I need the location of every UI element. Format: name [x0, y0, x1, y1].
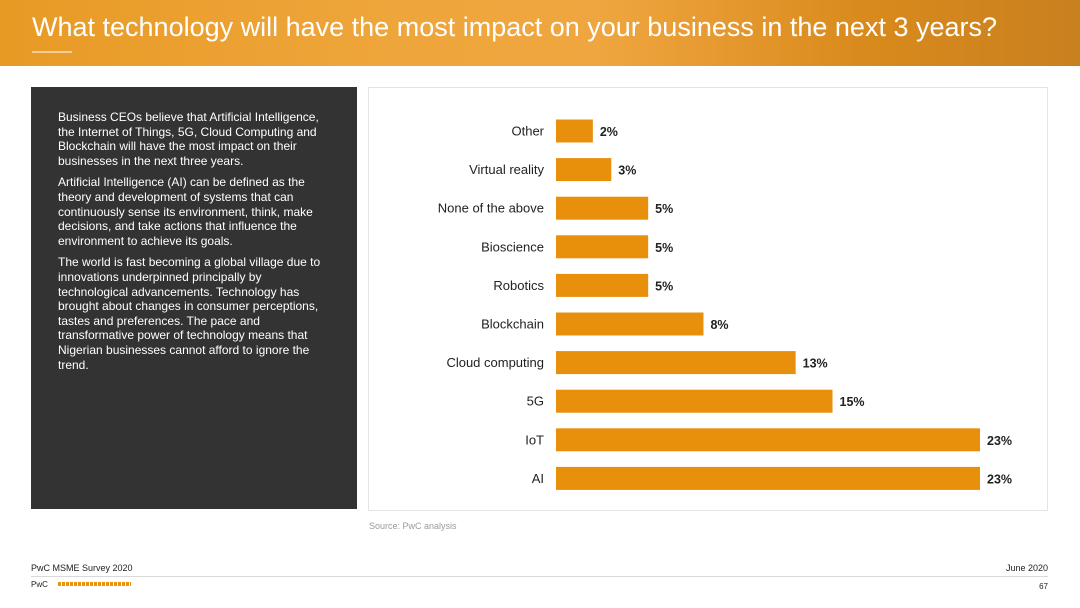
category-label: Robotics — [493, 278, 544, 293]
category-label: IoT — [525, 432, 544, 447]
bar — [556, 196, 649, 220]
bar — [556, 312, 704, 336]
data-label: 3% — [618, 164, 636, 178]
header-banner: What technology will have the most impac… — [0, 0, 1080, 66]
data-label: 13% — [803, 357, 828, 371]
bar-chart: Other 2% Virtual reality 3% None of the abov… — [438, 119, 1012, 490]
source-note: Source: PwC analysis — [369, 521, 457, 531]
bar — [556, 158, 612, 182]
summary-paragraph-3: The world is fast becoming a global vill… — [58, 255, 321, 372]
bar — [556, 466, 980, 490]
bar — [556, 119, 593, 143]
summary-panel: Business CEOs believe that Artificial In… — [31, 87, 357, 509]
bar — [556, 428, 980, 452]
bar — [556, 235, 649, 259]
category-label: AI — [532, 471, 544, 486]
chart-panel: Other 2% Virtual reality 3% None of the abov… — [368, 87, 1048, 511]
footer-divider — [31, 576, 1048, 577]
footer-date: June 2020 — [1005, 563, 1048, 573]
category-label: 5G — [527, 394, 544, 409]
data-label: 15% — [840, 395, 865, 409]
category-label: Blockchain — [481, 317, 544, 332]
data-label: 23% — [987, 434, 1012, 448]
summary-paragraph-1: Business CEOs believe that Artificial In… — [58, 110, 319, 168]
banner-decoration — [32, 51, 72, 53]
bar — [556, 273, 649, 297]
data-label: 2% — [600, 125, 618, 139]
data-label: 8% — [710, 318, 728, 332]
category-label: Other — [511, 124, 544, 139]
data-label: 23% — [987, 472, 1012, 486]
summary-paragraph-2: Artificial Intelligence (AI) can be defi… — [58, 175, 313, 248]
footer-brand: PwC — [31, 580, 48, 589]
category-label: Bioscience — [481, 239, 544, 254]
bar — [556, 389, 833, 413]
data-label: 5% — [655, 202, 673, 216]
bar — [556, 351, 796, 375]
brand-mark-icon — [58, 582, 131, 586]
page-title: What technology will have the most impac… — [32, 12, 997, 42]
category-label: None of the above — [438, 201, 544, 216]
footer-survey: PwC MSME Survey 2020 — [31, 563, 133, 573]
data-label: 5% — [655, 279, 673, 293]
category-label: Virtual reality — [469, 162, 544, 177]
page-number: 67 — [1039, 582, 1048, 591]
category-label: Cloud computing — [446, 355, 544, 370]
data-label: 5% — [655, 241, 673, 255]
